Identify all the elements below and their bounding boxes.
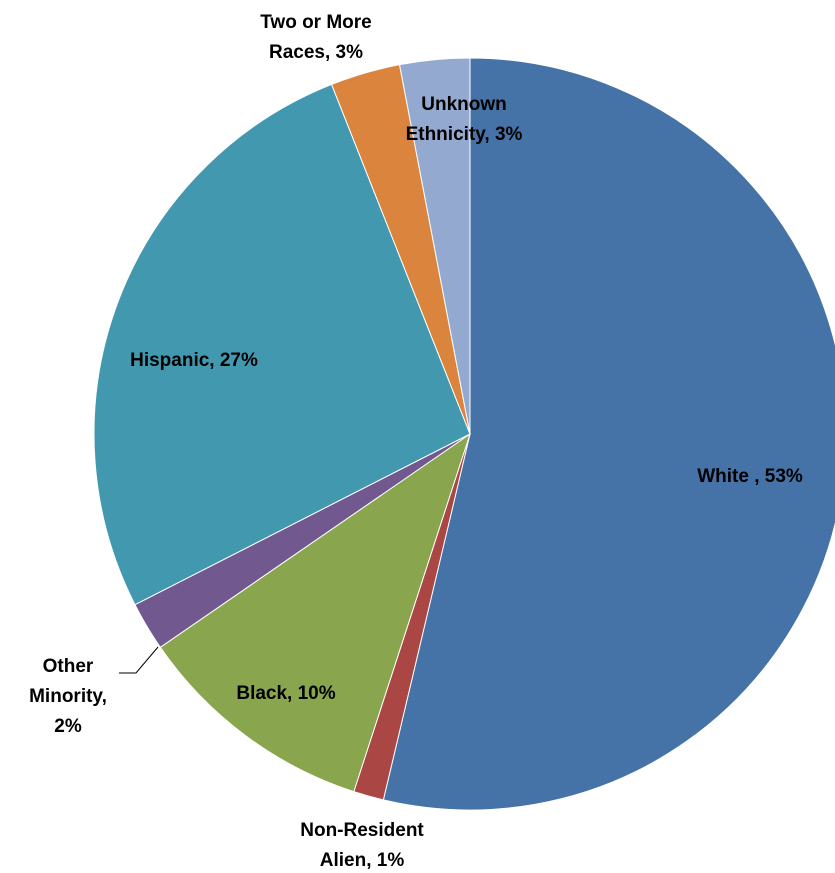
leader-line-other-minority [119, 646, 159, 674]
data-label-non-resident-alien: Non-Resident Alien, 1% [300, 820, 424, 871]
data-label-hispanic: Hispanic, 27% [130, 350, 258, 371]
pie-slices [93, 57, 835, 811]
data-label-black: Black, 10% [236, 683, 335, 704]
pie-slice-black [159, 432, 471, 793]
data-label-unknown-ethnicity: Unknown Ethnicity, 3% [406, 94, 523, 145]
data-label-two-or-more-races: Two or More Races, 3% [260, 12, 372, 63]
pie-labels: White , 53% Non-Resident Alien, 1% Black, 1… [29, 12, 803, 871]
pie-slice-unknown-ethnicity [398, 57, 471, 435]
data-label-other-minority: Other Minority, 2% [29, 656, 107, 737]
data-label-white: White , 53% [697, 466, 803, 487]
pie-slice-white [382, 57, 835, 811]
pie-slice-hispanic [93, 83, 471, 606]
